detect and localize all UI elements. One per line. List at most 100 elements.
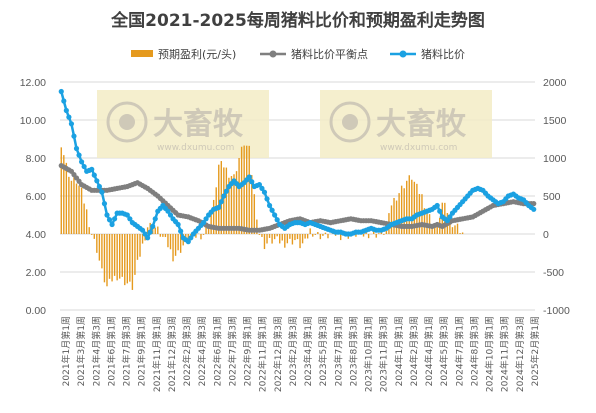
series-point xyxy=(63,107,69,114)
legend-item-balance: 猪料比价平衡点 xyxy=(260,47,368,61)
x-tick-label: 2023年7月第1周 xyxy=(332,316,344,386)
profit-bar xyxy=(68,176,70,234)
series-point xyxy=(165,208,171,214)
x-tick-label: 2022年11月第1周 xyxy=(257,316,269,392)
profit-bar xyxy=(218,164,220,234)
profit-bar xyxy=(124,234,126,286)
profit-bar xyxy=(116,234,118,281)
profit-bar xyxy=(413,181,416,234)
profit-bar xyxy=(385,230,388,234)
series-point xyxy=(531,206,537,212)
profit-bar xyxy=(78,185,80,234)
profit-bar xyxy=(136,234,139,260)
profit-bar xyxy=(301,234,304,244)
profit-bar xyxy=(60,147,62,234)
series-point xyxy=(106,217,113,223)
x-tick-label: 2022年7月第3周 xyxy=(226,316,238,386)
profit-bar xyxy=(294,234,296,241)
profit-bar xyxy=(248,145,250,234)
profit-bar xyxy=(205,225,207,234)
profit-bar xyxy=(306,234,309,239)
profit-bar xyxy=(273,234,276,240)
profit-bar xyxy=(263,234,266,250)
profit-bar xyxy=(451,227,454,234)
profit-bar xyxy=(375,234,377,238)
series-point xyxy=(200,220,207,226)
profit-bar xyxy=(98,234,101,261)
series-point xyxy=(221,193,227,199)
profit-bar xyxy=(212,199,215,234)
profit-bar xyxy=(240,146,243,234)
profit-bar xyxy=(286,234,289,244)
profit-bar xyxy=(367,234,370,239)
x-tick-label: 2024年2月第3周 xyxy=(408,316,420,386)
profit-bar xyxy=(172,234,174,262)
profit-bar xyxy=(195,234,197,238)
legend-marker-balance xyxy=(269,50,277,58)
profit-bar xyxy=(403,188,405,234)
profit-bar xyxy=(355,234,357,237)
profit-bar xyxy=(225,167,228,234)
profit-bar xyxy=(279,234,281,244)
profit-bar xyxy=(65,162,68,234)
profit-bar xyxy=(91,234,93,235)
x-tick-label: 2023年2月第3周 xyxy=(287,316,299,386)
profit-bar xyxy=(251,175,253,234)
profit-bar xyxy=(157,226,159,234)
profit-bar xyxy=(395,200,398,234)
series-point xyxy=(447,214,453,220)
profit-bar xyxy=(299,234,301,249)
left-tick-label: 2.00 xyxy=(26,267,47,279)
series-point xyxy=(147,229,153,235)
series-point xyxy=(145,235,151,241)
profit-bar xyxy=(108,234,111,279)
profit-bar xyxy=(152,228,154,234)
profit-bar xyxy=(324,232,327,234)
x-tick-label: 2024年10月第1周 xyxy=(484,316,496,392)
legend: 预期盈利(元/头) 猪料比价平衡点 猪料比价 xyxy=(131,47,465,61)
left-tick-label: 12.00 xyxy=(20,77,46,89)
profit-bar xyxy=(185,234,187,238)
x-tick-label: 2023年11月第3周 xyxy=(378,316,390,392)
profit-bar xyxy=(141,234,144,244)
x-tick-label: 2021年7月第3周 xyxy=(121,316,133,386)
profit-bar xyxy=(126,234,129,284)
profit-bar xyxy=(289,234,291,239)
x-axis-ticks: 2021年1月第1周 2021年3月第1周 2021年4月第3周 2021年6月第1周… xyxy=(60,316,541,392)
legend-swatch-bar xyxy=(131,50,153,57)
profit-bar xyxy=(85,209,88,234)
x-tick-label: 2024年4月第1周 xyxy=(423,316,435,386)
profit-bar xyxy=(238,158,240,234)
profit-bar xyxy=(106,234,108,287)
left-axis-ticks: 0.00 2.00 4.00 6.00 8.00 10.00 12.00 xyxy=(20,77,46,317)
series-point xyxy=(89,166,95,172)
profit-bar xyxy=(118,234,121,279)
profit-bar xyxy=(200,234,202,240)
profit-bar xyxy=(284,234,286,248)
profit-bar xyxy=(339,234,342,241)
profit-bar xyxy=(436,222,438,234)
watermark-text: 大畜牧 xyxy=(153,107,244,142)
profit-bar xyxy=(167,234,169,248)
profit-bar xyxy=(88,227,90,234)
profit-bar xyxy=(258,234,261,235)
x-tick-label: 2022年9月第1周 xyxy=(242,316,254,386)
series-point xyxy=(274,217,280,223)
series-point xyxy=(81,163,87,170)
profit-bar xyxy=(461,232,464,234)
series-point xyxy=(218,199,224,205)
x-tick-label: 2022年6月第1周 xyxy=(211,316,223,386)
series-point xyxy=(68,121,75,127)
profit-bar xyxy=(459,233,461,234)
watermark-text: 大畜牧 xyxy=(376,107,467,142)
balance-line-series xyxy=(58,163,537,233)
series-point xyxy=(167,212,174,218)
profit-bar xyxy=(390,205,393,234)
watermark-logo-icon xyxy=(106,101,148,143)
profit-bar xyxy=(400,185,403,234)
x-tick-label: 2021年9月第1周 xyxy=(136,316,148,386)
